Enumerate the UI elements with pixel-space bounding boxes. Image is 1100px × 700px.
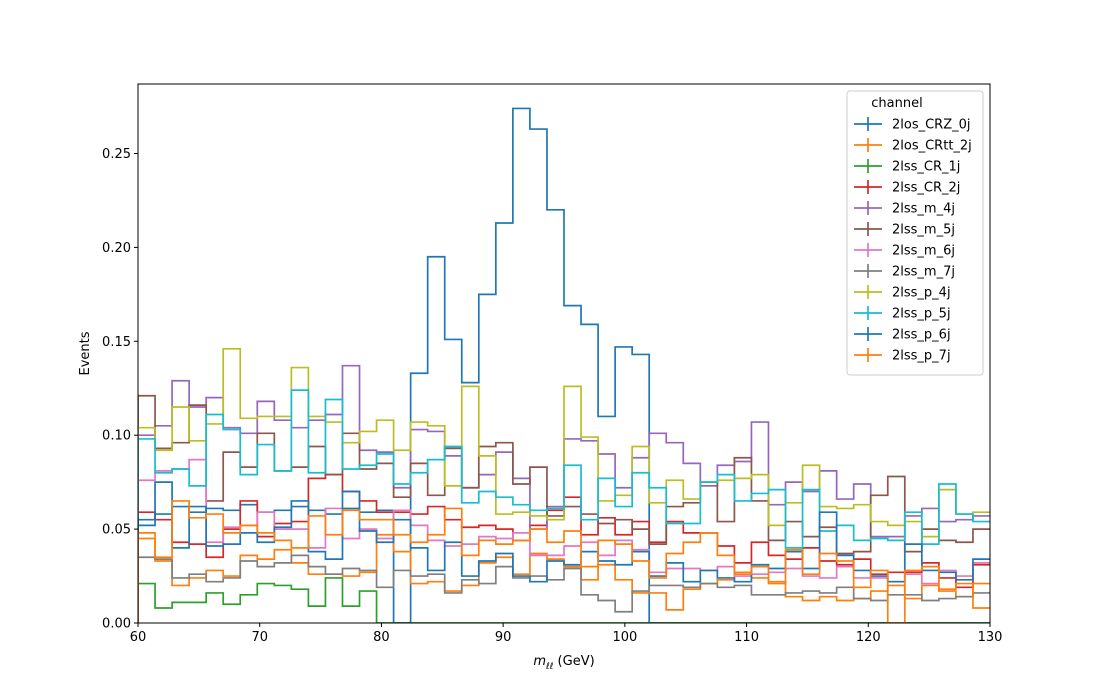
legend-entry-2lss_m_5j: 2lss_m_5j: [854, 222, 955, 238]
legend-items: 2los_CRZ_0j 2los_CRtt_2j 2lss_CR_1j 2lss_CR…: [854, 117, 972, 364]
legend-entry-2los_CRZ_0j: 2los_CRZ_0j: [854, 117, 971, 133]
legend-entry-2lss_p_6j: 2lss_p_6j: [854, 327, 951, 343]
legend-entry-2lss_CR_1j: 2lss_CR_1j: [854, 159, 960, 175]
legend-entry-2lss_p_5j: 2lss_p_5j: [854, 306, 951, 322]
x-tick-label: 100: [612, 630, 637, 645]
legend-entry-2lss_m_6j: 2lss_m_6j: [854, 243, 955, 259]
y-tick: 0.05: [102, 523, 138, 538]
legend-label: 2lss_CR_2j: [892, 181, 960, 196]
x-tick-label: 110: [734, 630, 759, 645]
legend-label: 2lss_p_4j: [892, 286, 951, 301]
axes-frame: [137, 83, 991, 624]
series-line-2lss_p_5j: [138, 389, 990, 623]
y-tick-label: 0.20: [102, 241, 131, 256]
x-tick-label: 130: [978, 630, 1003, 645]
series-line-2lss_CR_1j: [138, 577, 990, 623]
series-line-2lss_m_6j: [138, 458, 990, 623]
y-tick: 0.00: [102, 617, 138, 632]
x-axis-ticks: 60 70 80 90 100 110 120 130: [130, 623, 1003, 645]
legend-label: 2lss_m_6j: [892, 244, 955, 259]
y-tick-label: 0.10: [102, 429, 131, 444]
legend-label: 2lss_m_5j: [892, 223, 955, 238]
x-tick: 120: [856, 623, 881, 645]
legend-label: 2los_CRZ_0j: [892, 118, 971, 133]
y-tick-label: 0.15: [102, 335, 131, 350]
series-line-2los_CRZ_0j: [138, 107, 990, 623]
legend-label: 2los_CRtt_2j: [892, 139, 972, 154]
x-axis-label-sub: ℓℓ: [545, 662, 553, 672]
y-axis-ticks: 0.00 0.05 0.10 0.15 0.20 0.25: [102, 147, 138, 632]
plot-area: [138, 107, 990, 623]
y-tick: 0.25: [102, 147, 138, 162]
legend-label: 2lss_p_5j: [892, 307, 951, 322]
legend-title: channel: [871, 96, 922, 111]
x-tick: 80: [373, 623, 390, 645]
x-tick-label: 70: [251, 630, 268, 645]
series-line-2lss_p_7j: [138, 500, 990, 623]
y-tick-label: 0.05: [102, 523, 131, 538]
legend-label: 2lss_m_7j: [892, 265, 955, 280]
legend-entry-2lss_p_4j: 2lss_p_4j: [854, 285, 951, 301]
x-tick-label: 90: [495, 630, 512, 645]
x-tick: 130: [978, 623, 1003, 645]
legend-entry-2lss_m_4j: 2lss_m_4j: [854, 201, 955, 217]
series-line-2los_CRtt_2j: [138, 533, 990, 623]
y-tick: 0.15: [102, 335, 138, 350]
legend-label: 2lss_CR_1j: [892, 160, 960, 175]
legend-entry-2los_CRtt_2j: 2los_CRtt_2j: [854, 138, 972, 154]
y-tick-label: 0.25: [102, 147, 131, 162]
x-tick: 100: [612, 623, 637, 645]
legend: channel 2los_CRZ_0j 2los_CRtt_2j 2lss_CR_1…: [846, 90, 984, 376]
x-tick: 110: [734, 623, 759, 645]
y-tick: 0.20: [102, 241, 138, 256]
x-tick-label: 60: [130, 630, 147, 645]
legend-label: 2lss_p_6j: [892, 328, 951, 343]
series-line-2lss_m_4j: [138, 364, 990, 623]
legend-entry-2lss_CR_2j: 2lss_CR_2j: [854, 180, 960, 196]
x-tick-label: 120: [856, 630, 881, 645]
legend-entry-2lss_p_7j: 2lss_p_7j: [854, 348, 951, 364]
legend-box: [846, 90, 984, 376]
x-tick-label: 80: [373, 630, 390, 645]
x-axis-label-unit: (GeV): [553, 654, 594, 669]
legend-label: 2lss_p_7j: [892, 349, 951, 364]
x-axis-label-main: m: [533, 654, 546, 669]
y-tick: 0.10: [102, 429, 138, 444]
x-tick: 90: [495, 623, 512, 645]
x-axis-label: mℓℓ (GeV): [533, 654, 594, 672]
x-tick: 70: [251, 623, 268, 645]
y-axis-label: Events: [78, 331, 93, 375]
legend-entry-2lss_m_7j: 2lss_m_7j: [854, 264, 955, 280]
legend-label: 2lss_m_4j: [892, 202, 955, 217]
series-line-2lss_p_4j: [138, 347, 990, 623]
y-tick-label: 0.00: [102, 617, 131, 632]
x-tick: 60: [130, 623, 147, 645]
